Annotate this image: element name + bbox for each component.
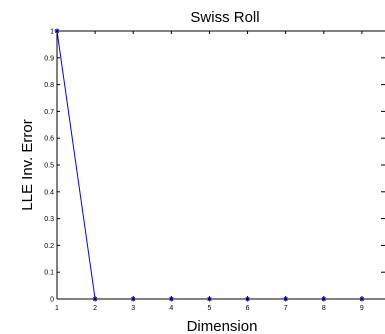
chart-title: Swiss Roll [190,9,259,26]
x-tick-label: 5 [207,305,211,312]
y-tick-label: 0.4 [44,189,54,196]
x-tick-label: 9 [360,305,364,312]
x-tick-label: 2 [93,305,97,312]
plot-area [57,31,385,299]
y-tick-label: 0.2 [44,243,54,250]
x-tick-label: 3 [131,305,135,312]
y-tick-label: 0.9 [44,55,54,62]
y-tick-label: 0 [50,297,54,304]
x-tick-label: 8 [322,305,326,312]
y-axis-label: LLE Inv. Error [19,119,36,210]
y-tick-label: 0.7 [44,109,54,116]
y-tick-label: 1 [50,29,54,36]
y-tick-label: 0.3 [44,216,54,223]
y-tick-label: 0.1 [44,270,54,277]
x-tick-label: 1 [55,305,59,312]
x-tick-label: 7 [284,305,288,312]
y-tick-label: 0.5 [44,163,54,170]
x-tick-label: 4 [169,305,173,312]
y-tick-label: 0.8 [44,82,54,89]
x-tick-label: 6 [246,305,250,312]
y-tick-label: 0.6 [44,136,54,143]
x-axis-label: Dimension [187,318,258,334]
